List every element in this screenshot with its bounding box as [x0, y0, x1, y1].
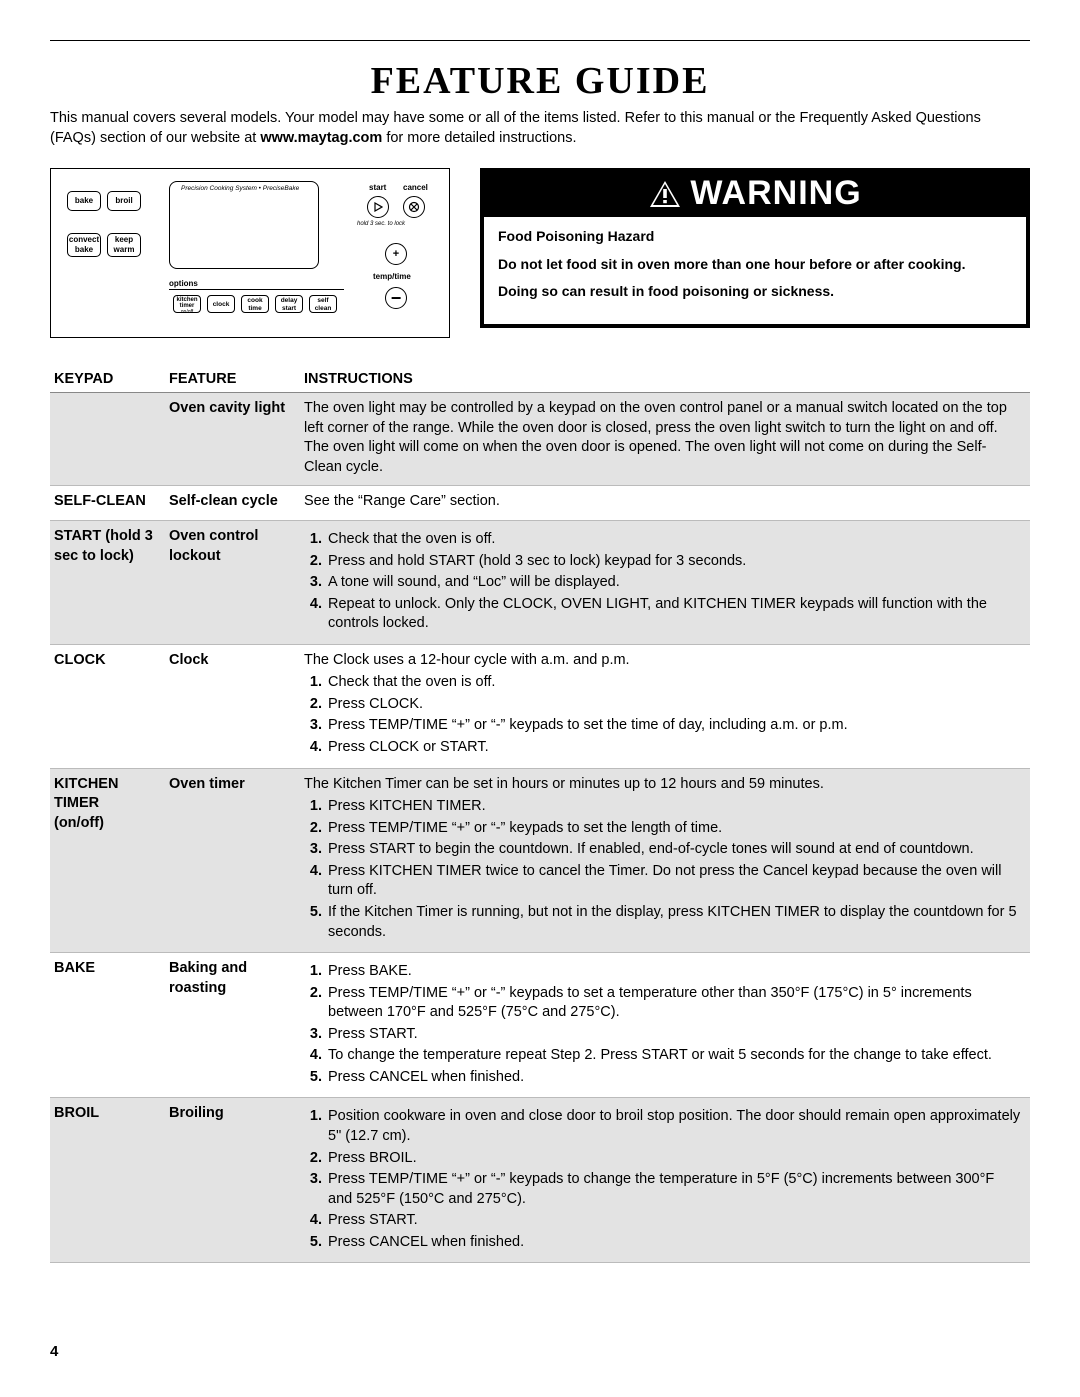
- cell-keypad: [50, 393, 165, 486]
- cell-instructions: Press BAKE.Press TEMP/TIME “+” or “-” ke…: [300, 953, 1030, 1098]
- list-item: Press TEMP/TIME “+” or “-” keypads to se…: [326, 819, 1022, 839]
- start-icon: [367, 196, 389, 218]
- list-item: If the Kitchen Timer is running, but not…: [326, 903, 1022, 942]
- warning-hazard: Food Poisoning Hazard: [498, 227, 1012, 247]
- intro-post: for more detailed instructions.: [382, 130, 576, 146]
- list-item: Press CANCEL when finished.: [326, 1068, 1022, 1088]
- cell-keypad: BAKE: [50, 953, 165, 1098]
- list-item: To change the temperature repeat Step 2.…: [326, 1046, 1022, 1066]
- feature-table: KEYPAD FEATURE INSTRUCTIONS Oven cavity …: [50, 366, 1030, 1263]
- plus-icon: +: [385, 243, 407, 265]
- keep-warm-button: keepwarm: [107, 233, 141, 257]
- table-row: CLOCKClockThe Clock uses a 12-hour cycle…: [50, 644, 1030, 768]
- list-item: Press CLOCK.: [326, 695, 1022, 715]
- warning-triangle-icon: [648, 179, 682, 209]
- table-row: START (hold 3 sec to lock)Oven control l…: [50, 520, 1030, 644]
- list-item: Position cookware in oven and close door…: [326, 1107, 1022, 1146]
- warning-box: WARNING Food Poisoning Hazard Do not let…: [480, 168, 1030, 328]
- col-keypad: KEYPAD: [50, 366, 165, 393]
- convect-bake-button: convectbake: [67, 233, 101, 257]
- warning-head-text: WARNING: [690, 174, 861, 213]
- cell-feature: Oven cavity light: [165, 393, 300, 486]
- clock-button: clock: [207, 295, 235, 313]
- table-header-row: KEYPAD FEATURE INSTRUCTIONS: [50, 366, 1030, 393]
- cell-feature: Broiling: [165, 1098, 300, 1263]
- list-item: Press BAKE.: [326, 962, 1022, 982]
- table-row: BAKEBaking and roastingPress BAKE.Press …: [50, 953, 1030, 1098]
- cancel-label: cancel: [403, 183, 428, 192]
- cell-feature: Clock: [165, 644, 300, 768]
- list-item: Repeat to unlock. Only the CLOCK, OVEN L…: [326, 595, 1022, 634]
- list-item: Press KITCHEN TIMER.: [326, 797, 1022, 817]
- top-row: Precision Cooking System • PreciseBake b…: [50, 168, 1030, 338]
- col-instructions: INSTRUCTIONS: [300, 366, 1030, 393]
- list-item: Check that the oven is off.: [326, 673, 1022, 693]
- list-item: Press and hold START (hold 3 sec to lock…: [326, 552, 1022, 572]
- cell-keypad: START (hold 3 sec to lock): [50, 520, 165, 644]
- options-label: options: [169, 279, 198, 288]
- cell-instructions: The Kitchen Timer can be set in hours or…: [300, 768, 1030, 953]
- cell-instructions: See the “Range Care” section.: [300, 486, 1030, 521]
- control-panel-diagram: Precision Cooking System • PreciseBake b…: [50, 168, 450, 338]
- options-rule: [169, 289, 344, 290]
- page-title: FEATURE GUIDE: [50, 59, 1030, 103]
- warning-header: WARNING: [484, 172, 1026, 217]
- hold-note: hold 3 sec. to lock: [357, 221, 405, 227]
- list-item: Press KITCHEN TIMER twice to cancel the …: [326, 862, 1022, 901]
- start-label: start: [369, 183, 386, 192]
- col-feature: FEATURE: [165, 366, 300, 393]
- cell-feature: Baking and roasting: [165, 953, 300, 1098]
- page: FEATURE GUIDE This manual covers several…: [0, 0, 1080, 1390]
- bake-button: bake: [67, 191, 101, 211]
- cell-instructions: Position cookware in oven and close door…: [300, 1098, 1030, 1263]
- cell-keypad: BROIL: [50, 1098, 165, 1263]
- list-item: Press CLOCK or START.: [326, 738, 1022, 758]
- cancel-icon: [403, 196, 425, 218]
- list-item: Press CANCEL when finished.: [326, 1233, 1022, 1253]
- warning-line2: Doing so can result in food poisoning or…: [498, 282, 1012, 302]
- minus-icon: −: [385, 287, 407, 309]
- warning-line1: Do not let food sit in oven more than on…: [498, 255, 1012, 275]
- list-item: Press START to begin the countdown. If e…: [326, 840, 1022, 860]
- kitchen-timer-button: kitchentimeron/off: [173, 295, 201, 313]
- cell-instructions: Check that the oven is off.Press and hol…: [300, 520, 1030, 644]
- top-rule: [50, 40, 1030, 41]
- list-item: Press START.: [326, 1025, 1022, 1045]
- list-item: Press TEMP/TIME “+” or “-” keypads to se…: [326, 716, 1022, 736]
- cook-time-button: cooktime: [241, 295, 269, 313]
- list-item: A tone will sound, and “Loc” will be dis…: [326, 573, 1022, 593]
- cell-feature: Oven timer: [165, 768, 300, 953]
- table-row: KITCHENTIMER(on/off)Oven timerThe Kitche…: [50, 768, 1030, 953]
- delay-start-button: delaystart: [275, 295, 303, 313]
- warning-body: Food Poisoning Hazard Do not let food si…: [484, 217, 1026, 324]
- table-row: BROILBroiling Position cookware in oven a…: [50, 1098, 1030, 1263]
- page-number: 4: [50, 1343, 1030, 1360]
- temp-time-label: temp/time: [373, 272, 411, 281]
- broil-button: broil: [107, 191, 141, 211]
- cell-instructions: The Clock uses a 12-hour cycle with a.m.…: [300, 644, 1030, 768]
- list-item: Check that the oven is off.: [326, 530, 1022, 550]
- list-item: Press START.: [326, 1211, 1022, 1231]
- list-item: Press BROIL.: [326, 1149, 1022, 1169]
- list-item: Press TEMP/TIME “+” or “-” keypads to ch…: [326, 1170, 1022, 1209]
- cell-feature: Self-clean cycle: [165, 486, 300, 521]
- intro-text: This manual covers several models. Your …: [50, 109, 1030, 148]
- intro-site: www.maytag.com: [260, 130, 382, 146]
- display-outline: [169, 181, 319, 269]
- cell-keypad: SELF-CLEAN: [50, 486, 165, 521]
- table-row: SELF-CLEANSelf-clean cycleSee the “Range…: [50, 486, 1030, 521]
- cell-instructions: The oven light may be controlled by a ke…: [300, 393, 1030, 486]
- list-item: Press TEMP/TIME “+” or “-” keypads to se…: [326, 984, 1022, 1023]
- table-row: Oven cavity lightThe oven light may be c…: [50, 393, 1030, 486]
- cell-feature: Oven control lockout: [165, 520, 300, 644]
- self-clean-button: selfclean: [309, 295, 337, 313]
- cell-keypad: KITCHENTIMER(on/off): [50, 768, 165, 953]
- cell-keypad: CLOCK: [50, 644, 165, 768]
